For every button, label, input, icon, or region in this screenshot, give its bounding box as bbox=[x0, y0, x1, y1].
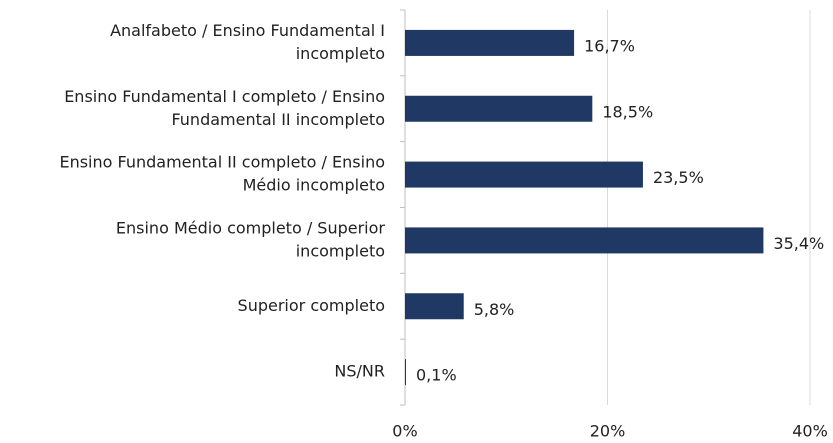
bar bbox=[405, 359, 407, 386]
bar bbox=[405, 293, 464, 320]
value-label: 16,7% bbox=[584, 36, 635, 55]
y-tick-label: Ensino Fundamental II completo / Ensino bbox=[59, 153, 385, 172]
y-tick-label: Ensino Médio completo / Superior bbox=[116, 218, 386, 237]
y-tick-label: Ensino Fundamental I completo / Ensino bbox=[64, 87, 385, 106]
y-tick-label: Superior completo bbox=[238, 296, 385, 315]
value-label: 18,5% bbox=[602, 102, 653, 121]
value-label: 0,1% bbox=[416, 366, 457, 385]
value-label: 35,4% bbox=[773, 234, 824, 253]
value-label: 5,8% bbox=[474, 300, 515, 319]
y-tick-label: incompleto bbox=[296, 44, 385, 63]
x-tick-label: 20% bbox=[590, 422, 626, 441]
bar bbox=[405, 95, 593, 122]
x-tick-label: 0% bbox=[392, 422, 417, 441]
y-tick-label: incompleto bbox=[296, 241, 385, 260]
value-label: 23,5% bbox=[653, 168, 704, 187]
bar bbox=[405, 29, 575, 56]
y-tick-label: Analfabeto / Ensino Fundamental I bbox=[110, 21, 385, 40]
bar bbox=[405, 227, 764, 254]
y-tick-label: Médio incompleto bbox=[243, 176, 385, 195]
y-tick-label: Fundamental II incompleto bbox=[171, 110, 385, 129]
y-tick-label: NS/NR bbox=[334, 362, 385, 381]
x-tick-label: 40% bbox=[792, 422, 828, 441]
bar bbox=[405, 161, 643, 188]
